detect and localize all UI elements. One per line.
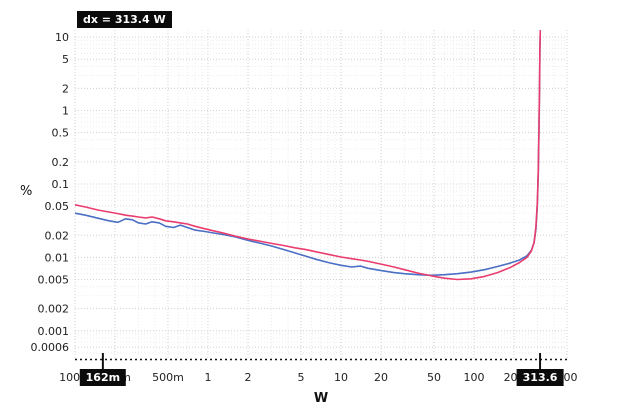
y-tick-label: 0.2	[52, 156, 70, 169]
y-tick-label: 0.0006	[31, 341, 70, 354]
y-tick-label: 0.001	[38, 325, 70, 338]
cursor-delta-readout: dx = 313.4 W	[77, 11, 172, 28]
y-tick-label: 0.005	[38, 273, 70, 286]
x-tick-label: 10	[334, 371, 348, 384]
y-tick-label: 0.02	[45, 229, 70, 242]
y-tick-label: 5	[62, 53, 69, 66]
y-tick-label: 2	[62, 82, 69, 95]
y-tick-label: 0.01	[45, 251, 70, 264]
x-tick-label: 20	[374, 371, 388, 384]
x-tick-label: 100	[464, 371, 485, 384]
x-tick-label: 500m	[152, 371, 184, 384]
y-tick-label: 0.002	[38, 303, 70, 316]
x-tick-label: 5	[297, 371, 304, 384]
y-tick-label: 0.05	[45, 200, 70, 213]
x-tick-label: 50	[427, 371, 441, 384]
trace-blue	[75, 34, 541, 277]
y-tick-label: 0.5	[52, 127, 70, 140]
y-tick-label: 1	[62, 105, 69, 118]
x-axis-unit-label: W	[313, 391, 329, 406]
y-tick-label: 10	[55, 31, 69, 44]
y-axis-unit-label: %	[20, 184, 33, 199]
cursor-x1-label[interactable]: 162m	[79, 369, 127, 386]
trace-red	[75, 30, 542, 281]
y-tick-label: 0.1	[52, 178, 70, 191]
cursor-x2-label[interactable]: 313.6	[516, 369, 564, 386]
x-tick-label: 1	[205, 371, 212, 384]
x-tick-label: 2	[245, 371, 252, 384]
